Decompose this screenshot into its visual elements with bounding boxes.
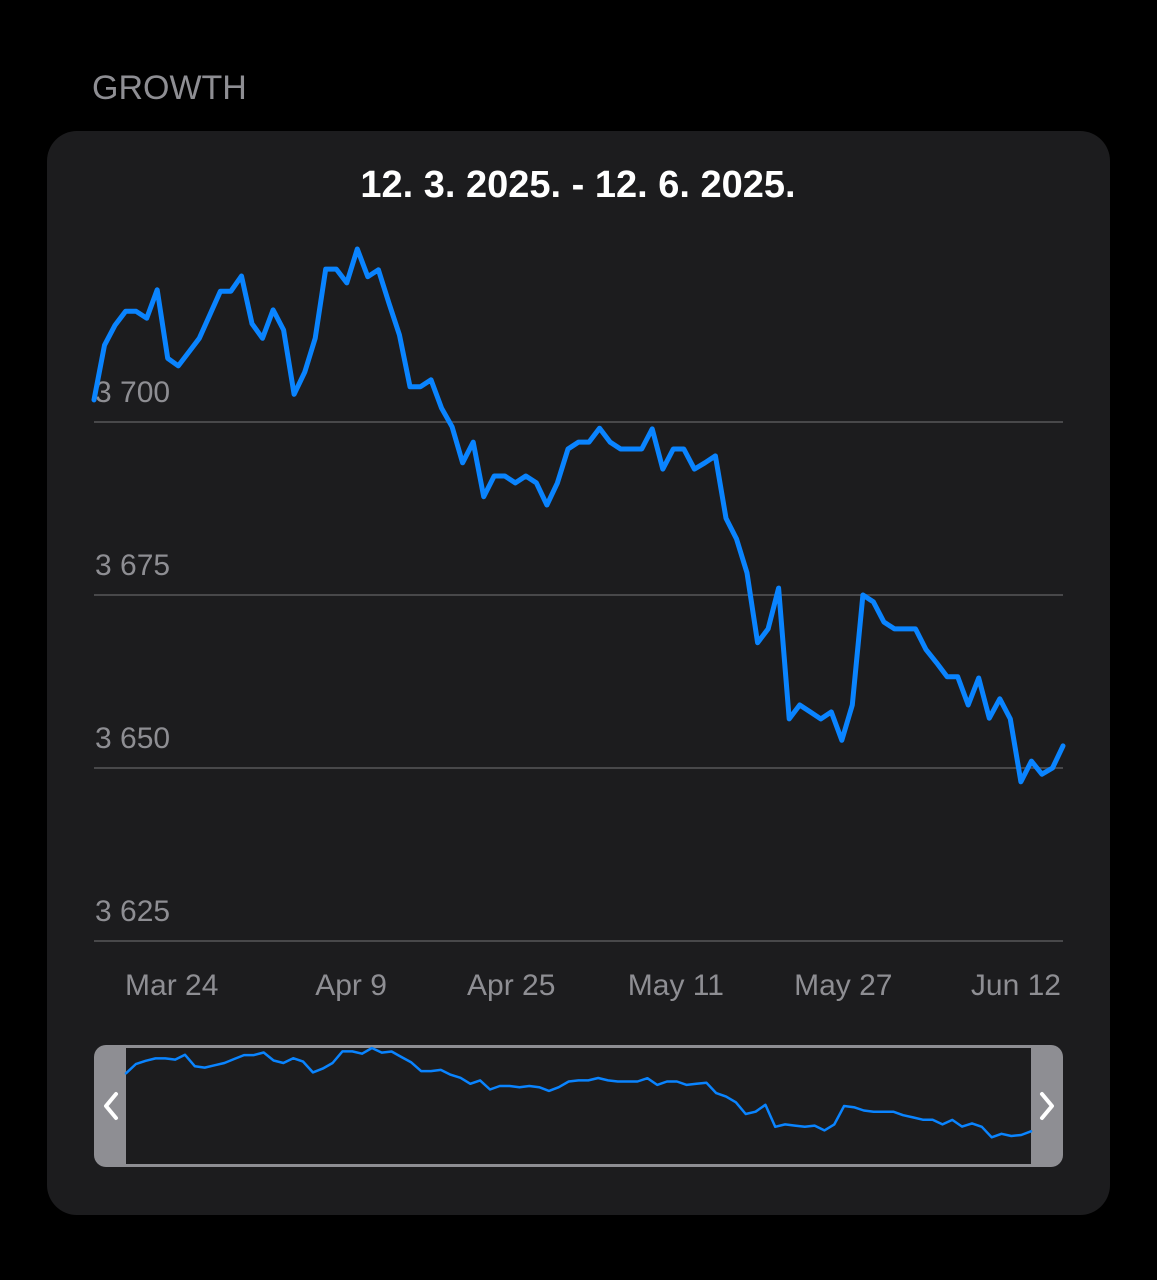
selector-window xyxy=(126,1048,1031,1164)
mini-chart xyxy=(124,1046,1033,1139)
data-line xyxy=(91,246,1066,785)
y-tick-label: 3 675 xyxy=(95,549,170,582)
card xyxy=(47,131,1110,1215)
x-tick-label: Mar 24 xyxy=(125,969,218,1002)
range-selector[interactable] xyxy=(94,1045,1063,1167)
y-tick-label: 3 650 xyxy=(95,722,170,755)
mini-line xyxy=(124,1046,1033,1139)
y-tick-label: 3 625 xyxy=(95,895,170,928)
x-tick-label: Apr 9 xyxy=(315,969,387,1002)
x-tick-label: Apr 25 xyxy=(467,969,555,1002)
x-tick-label: May 11 xyxy=(628,969,724,1002)
plot: 3 625 3 650 3 675 3 700 Mar 24 Apr 9 Apr 25 May… xyxy=(91,246,1066,1002)
y-tick-label: 3 700 xyxy=(95,376,170,409)
x-tick-label: Jun 12 xyxy=(971,969,1061,1002)
section-title: GROWTH xyxy=(92,69,247,107)
right-handle-chevron[interactable] xyxy=(1040,1092,1054,1120)
chart-title: 12. 3. 2025. - 12. 6. 2025. xyxy=(360,164,795,206)
x-tick-label: May 27 xyxy=(794,969,892,1002)
left-handle-chevron[interactable] xyxy=(104,1092,118,1120)
